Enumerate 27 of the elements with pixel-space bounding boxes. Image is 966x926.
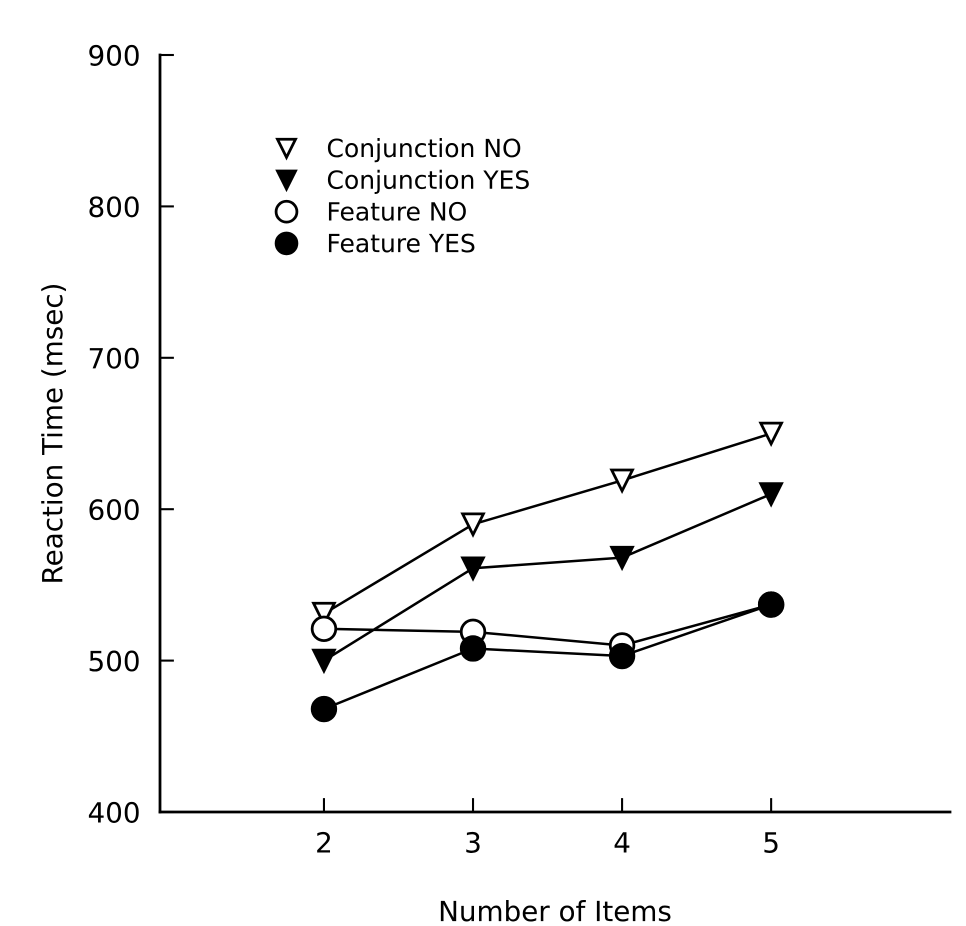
point [759, 422, 783, 446]
point [461, 512, 485, 536]
legend-label: Feature YES [328, 234, 474, 252]
x-tick-label: 2 [317, 832, 330, 853]
point [610, 546, 634, 570]
legend-label: Feature NO [328, 202, 466, 221]
legend-label: Conjunction YES [328, 170, 529, 194]
point [310, 696, 338, 722]
y-tick-label: 600 [89, 499, 139, 520]
x-axis-title: Number of Items [440, 900, 671, 922]
x-tick-label: 4 [614, 832, 630, 853]
point [460, 635, 486, 662]
y-tick-label: 900 [89, 44, 139, 66]
point [610, 468, 634, 492]
x-tick-label: 3 [466, 832, 480, 853]
point [310, 616, 338, 642]
y-tick-label: 700 [90, 348, 139, 369]
x-tick-label: 5 [764, 832, 778, 853]
y-tick-label: 800 [89, 196, 139, 218]
legend-label: Conjunction NO [328, 138, 520, 162]
y-tick-label: 400 [88, 802, 139, 823]
y-axis-title: Reaction Time (msec) [41, 284, 66, 582]
y-tick-label: 500 [90, 650, 139, 672]
point [608, 642, 636, 670]
point [312, 648, 336, 672]
point [759, 482, 783, 506]
point [461, 556, 485, 580]
